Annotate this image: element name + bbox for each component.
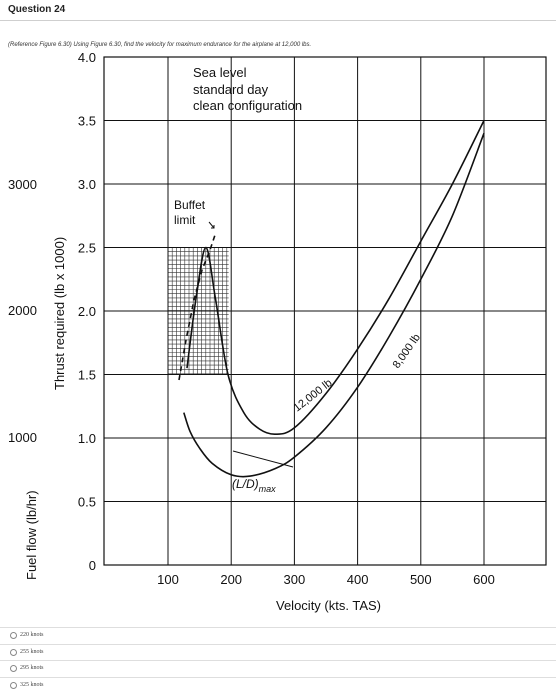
question-header: Question 24	[0, 0, 556, 21]
note-line-3: clean configuration	[193, 98, 302, 113]
thrust-axis-label: Thrust required (lb x 1000)	[52, 237, 67, 390]
option-325[interactable]: 325 knots	[0, 676, 556, 694]
radio-button[interactable]	[10, 648, 17, 656]
y-tick-label: 4.0	[78, 52, 96, 65]
x-tick-label: 500	[410, 572, 432, 587]
y-tick-label: 2.0	[78, 304, 96, 319]
y-tick-label: 1.5	[78, 368, 96, 383]
ld-max-tangent	[232, 450, 294, 468]
option-255[interactable]: 255 knots	[0, 643, 556, 661]
y-tick-label: 2.5	[78, 241, 96, 256]
x-tick-labels: 100 200 300 400 500 600	[157, 572, 495, 587]
fuel-axis-label: Fuel flow (lb/hr)	[24, 490, 39, 580]
option-label: 295 knots	[20, 665, 44, 671]
question-title: Question 24	[8, 4, 66, 15]
fuel-tick-2000: 2000	[8, 303, 37, 318]
question-prompt: (Reference Figure 6.30) Using Figure 6.3…	[8, 42, 312, 48]
note-line-1: Sea level	[193, 65, 247, 80]
curve-12000-lb	[186, 120, 485, 436]
fuel-tick-1000: 1000	[8, 430, 37, 445]
curve-8000-lb	[183, 132, 485, 478]
performance-chart: 0 0.5 1.0 1.5 2.0 2.5 3.0 3.5 4.0 100 200 300 400 50…	[8, 52, 547, 613]
radio-button[interactable]	[10, 681, 17, 689]
radio-button[interactable]	[10, 665, 17, 672]
option-220[interactable]: 220 knots	[0, 627, 556, 644]
y-tick-labels: 0 0.5 1.0 1.5 2.0 2.5 3.0 3.5 4.0	[78, 52, 96, 573]
x-axis-label: Velocity (kts. TAS)	[276, 598, 381, 613]
option-label: 255 knots	[20, 648, 44, 655]
buffet-arrow	[208, 221, 215, 229]
option-label: 220 knots	[20, 632, 44, 638]
x-tick-label: 400	[347, 572, 369, 587]
x-tick-label: 300	[284, 572, 306, 587]
buffet-label-1: Buffet	[174, 198, 206, 212]
y-tick-label: 3.0	[78, 177, 96, 192]
y-tick-label: 0	[89, 558, 96, 573]
chart-grid	[104, 56, 546, 566]
note-line-2: standard day	[193, 82, 269, 97]
curve-label-8000: 8,000 lb	[391, 332, 423, 371]
y-tick-label: 0.5	[78, 495, 96, 510]
fuel-tick-3000: 3000	[8, 177, 37, 192]
option-label: 325 knots	[20, 681, 44, 688]
answer-options: 220 knots 255 knots 295 knots 325 knots	[0, 627, 556, 693]
option-295[interactable]: 295 knots	[0, 660, 556, 677]
buffet-limit-line	[178, 231, 217, 381]
x-tick-label: 600	[473, 572, 495, 587]
buffet-label-2: limit	[174, 213, 196, 227]
ld-max-label: (L/D)max	[232, 477, 276, 494]
y-tick-label: 3.5	[78, 114, 96, 129]
radio-button[interactable]	[10, 632, 17, 639]
x-tick-label: 200	[220, 572, 242, 587]
y-tick-label: 1.0	[78, 431, 96, 446]
x-tick-label: 100	[157, 572, 179, 587]
